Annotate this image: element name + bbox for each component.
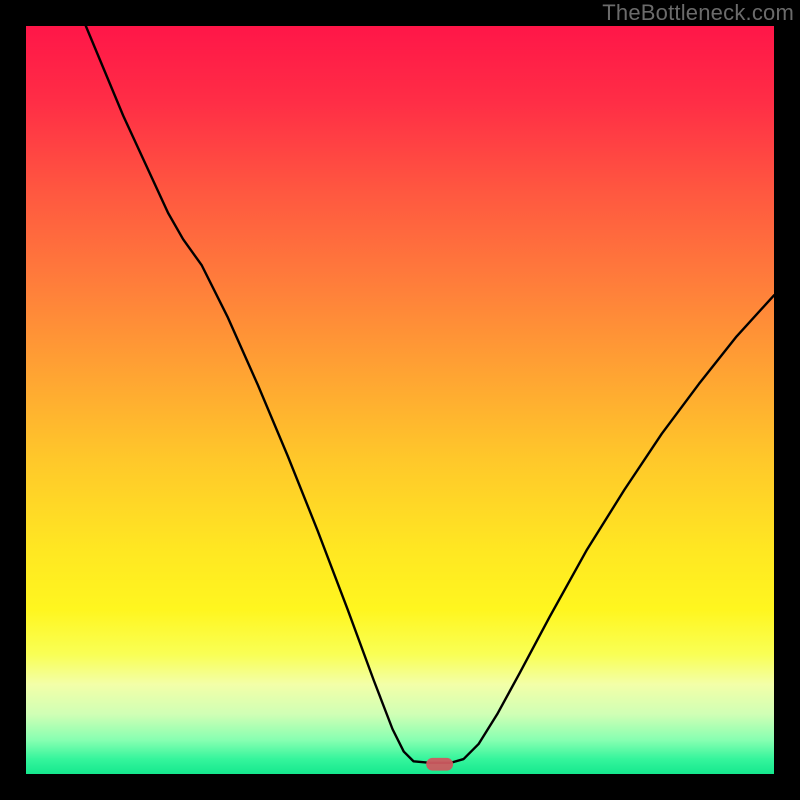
chart-svg xyxy=(26,26,774,774)
chart-background xyxy=(26,26,774,774)
plot-area xyxy=(26,26,774,774)
chart-frame: TheBottleneck.com xyxy=(0,0,800,800)
min-marker xyxy=(426,758,453,771)
watermark-text: TheBottleneck.com xyxy=(602,0,794,26)
